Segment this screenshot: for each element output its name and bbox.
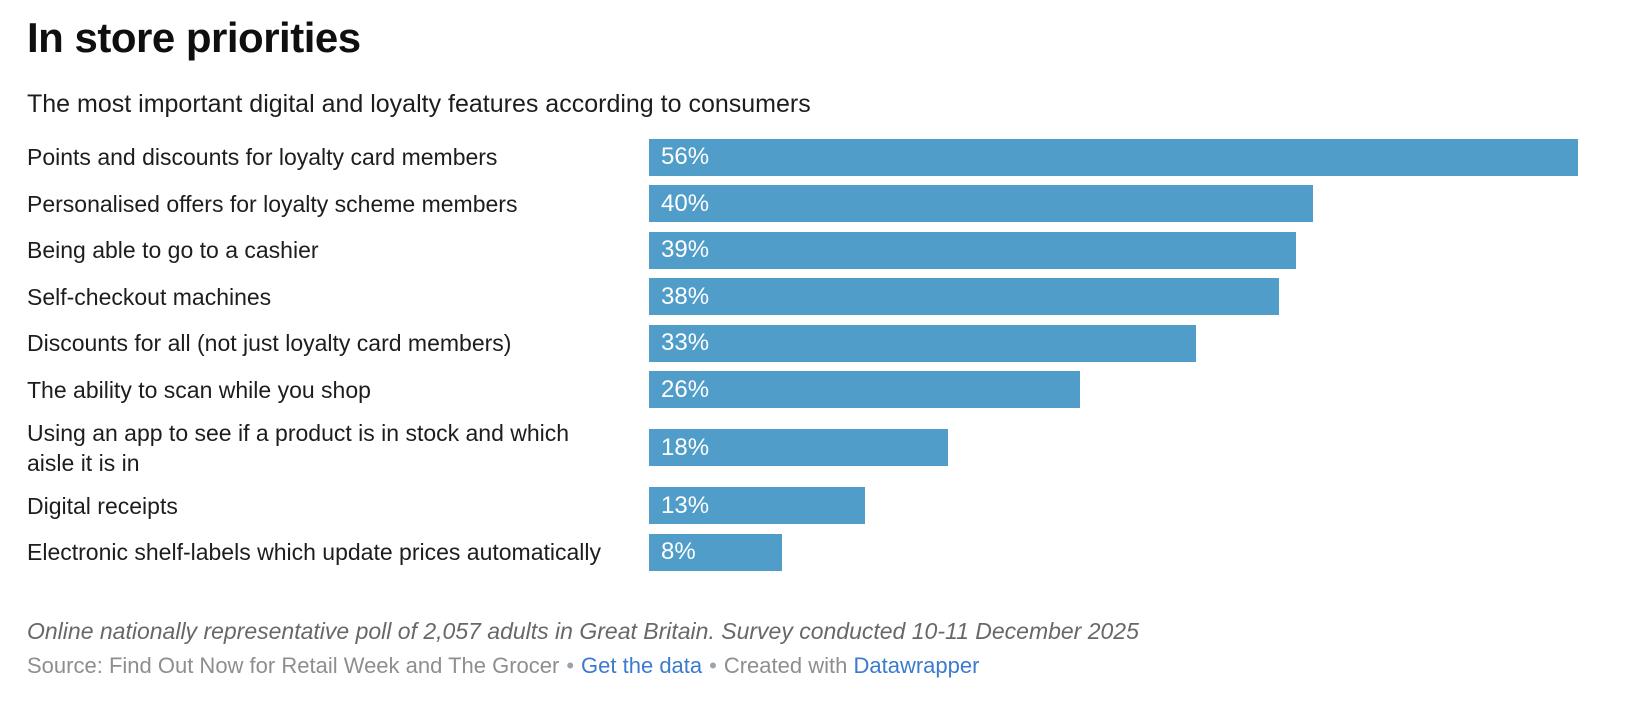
bar-value-label: 56%	[661, 143, 710, 171]
chart-row: Discounts for all (not just loyalty card…	[27, 320, 1599, 367]
bar-track: 18%	[649, 429, 1578, 467]
bar-value-label: 13%	[661, 491, 710, 519]
category-label: Discounts for all (not just loyalty card…	[27, 330, 512, 357]
bar: 33%	[649, 324, 1197, 362]
created-with-label: Created with	[723, 652, 848, 678]
bar-track: 33%	[649, 324, 1578, 362]
bar: 18%	[649, 429, 948, 467]
bar-track: 26%	[649, 371, 1578, 409]
bar-track: 40%	[649, 185, 1578, 223]
separator-dot: •	[566, 652, 575, 678]
bar: 56%	[649, 138, 1578, 176]
chart-row: The ability to scan while you shop 26%	[27, 367, 1599, 414]
bar-track: 56%	[649, 138, 1578, 176]
source-name: Find Out Now for Retail Week and The Gro…	[108, 652, 560, 678]
category-label: Using an app to see if a product is in s…	[27, 419, 570, 476]
separator-dot: •	[709, 652, 717, 678]
category-label: Electronic shelf-labels which update pri…	[27, 539, 602, 566]
bar-value-label: 40%	[661, 189, 710, 217]
bar: 13%	[649, 487, 865, 525]
bar: 40%	[649, 185, 1313, 223]
category-label: The ability to scan while you shop	[27, 376, 371, 403]
chart-note: Online nationally representative poll of…	[27, 617, 1139, 644]
bar-value-label: 38%	[661, 282, 710, 310]
bar-track: 8%	[649, 533, 1578, 571]
bar-track: 13%	[649, 487, 1578, 525]
bar: 8%	[649, 533, 782, 571]
bar-value-label: 26%	[661, 375, 710, 403]
bar-chart: Points and discounts for loyalty card me…	[27, 134, 1599, 576]
chart-title: In store priorities	[27, 14, 361, 61]
chart-row: Digital receipts 13%	[27, 483, 1599, 530]
chart-row: Being able to go to a cashier 39%	[27, 227, 1599, 274]
bar-value-label: 33%	[661, 329, 710, 357]
chart-row: Electronic shelf-labels which update pri…	[27, 529, 1599, 576]
source-label: Source:	[27, 652, 103, 678]
chart-footer: Source: Find Out Now for Retail Week and…	[27, 651, 1599, 681]
chart-row: Points and discounts for loyalty card me…	[27, 134, 1599, 181]
bar: 26%	[649, 371, 1081, 409]
bar-value-label: 18%	[661, 433, 710, 461]
chart-row: Using an app to see if a product is in s…	[27, 413, 1599, 483]
chart-row: Self-checkout machines 38%	[27, 274, 1599, 321]
datawrapper-link[interactable]: Datawrapper	[853, 652, 980, 678]
bar-value-label: 8%	[661, 538, 696, 566]
get-the-data-link[interactable]: Get the data	[581, 652, 703, 678]
bar: 38%	[649, 278, 1280, 316]
bar-value-label: 39%	[661, 236, 710, 264]
bar-track: 39%	[649, 231, 1578, 269]
category-label: Being able to go to a cashier	[27, 237, 319, 264]
chart-row: Personalised offers for loyalty scheme m…	[27, 181, 1599, 228]
category-label: Digital receipts	[27, 492, 178, 519]
bar: 39%	[649, 231, 1296, 269]
category-label: Self-checkout machines	[27, 283, 272, 310]
bar-track: 38%	[649, 278, 1578, 316]
chart-subtitle: The most important digital and loyalty f…	[27, 90, 811, 118]
category-label: Points and discounts for loyalty card me…	[27, 144, 498, 171]
category-label: Personalised offers for loyalty scheme m…	[27, 190, 518, 217]
